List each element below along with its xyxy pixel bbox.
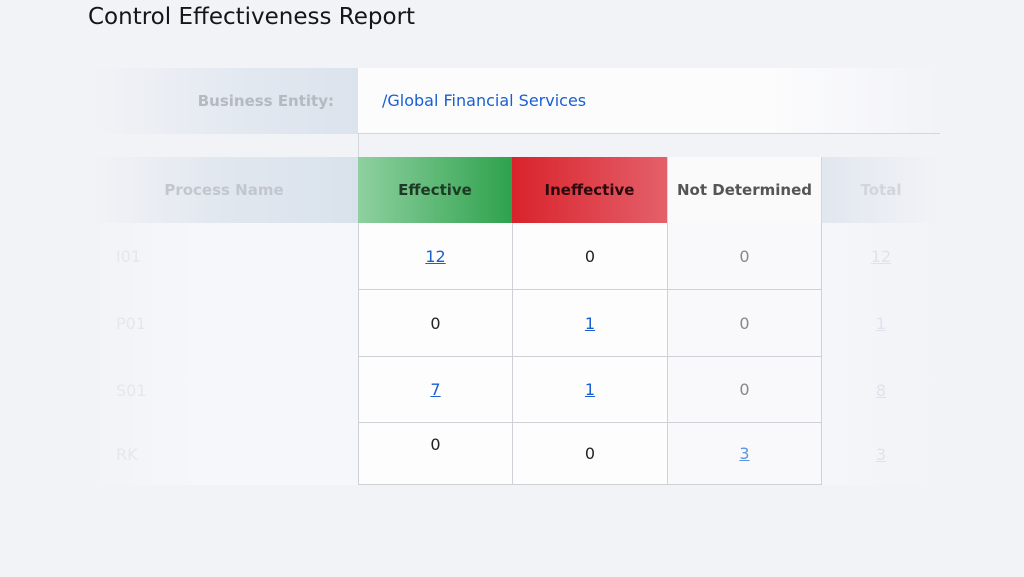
total-cell: 3	[822, 423, 940, 485]
ineffective-cell-link[interactable]: 1	[584, 380, 596, 399]
ineffective-cell-value: 0	[584, 246, 596, 266]
ineffective-cell: 1	[512, 290, 667, 357]
effective-cell-value: 0	[430, 313, 441, 333]
total-cell-link[interactable]: 12	[870, 247, 892, 266]
process-name-cell-value: RK	[116, 444, 138, 464]
ineffective-cell-value: 0	[584, 444, 596, 463]
divider	[358, 134, 359, 157]
table-row: RK 0 0 3 3	[90, 423, 940, 485]
effective-cell: 7	[358, 357, 512, 423]
business-entity-label: Business Entity:	[90, 68, 358, 134]
header-effective: Effective	[358, 157, 512, 223]
not-determined-cell-value: 0	[739, 380, 750, 399]
effective-cell: 0	[358, 423, 512, 485]
total-cell: 1	[822, 290, 940, 357]
process-name-cell-value: P01	[116, 314, 147, 333]
total-cell-link[interactable]: 3	[875, 444, 887, 464]
ineffective-cell: 0	[512, 423, 667, 485]
total-cell-link[interactable]: 8	[875, 380, 887, 400]
ineffective-cell: 1	[512, 357, 667, 423]
ineffective-cell: 0	[512, 223, 667, 290]
not-determined-cell-link[interactable]: 3	[739, 444, 750, 463]
not-determined-cell-value: 0	[739, 246, 750, 266]
not-determined-cell: 0	[667, 223, 822, 290]
process-name-cell-value: S01	[116, 380, 147, 400]
effective-cell-value: 0	[430, 435, 441, 454]
header-process-name: Process Name	[90, 157, 358, 223]
process-name-cell: S01	[90, 357, 358, 423]
ineffective-cell-link[interactable]: 1	[584, 313, 596, 333]
process-name-cell-value: I01	[116, 247, 142, 266]
business-entity-value[interactable]: /Global Financial Services	[358, 68, 940, 134]
not-determined-cell: 0	[667, 290, 822, 357]
total-cell: 8	[822, 357, 940, 423]
not-determined-cell: 3	[667, 423, 822, 485]
process-name-cell: P01	[90, 290, 358, 357]
not-determined-cell-value: 0	[739, 313, 750, 333]
page-title: Control Effectiveness Report	[88, 4, 416, 30]
effective-cell: 0	[358, 290, 512, 357]
table-row: I01 12 0 0 12	[90, 223, 940, 290]
header-ineffective: Ineffective	[512, 157, 667, 223]
table-row: P01 0 1 0 1	[90, 290, 940, 357]
table-row: S01 7 1 0 8	[90, 357, 940, 423]
effective-cell-link[interactable]: 7	[430, 380, 441, 399]
not-determined-cell: 0	[667, 357, 822, 423]
business-entity-link[interactable]: /Global Financial Services	[382, 91, 587, 110]
total-cell: 12	[822, 223, 940, 290]
effective-cell: 12	[358, 223, 512, 290]
effective-cell-link[interactable]: 12	[425, 246, 446, 266]
header-total: Total	[822, 157, 940, 223]
process-name-cell: RK	[90, 423, 358, 485]
total-cell-link[interactable]: 1	[875, 314, 887, 333]
process-name-cell: I01	[90, 223, 358, 290]
header-not-determined: Not Determined	[667, 157, 822, 223]
